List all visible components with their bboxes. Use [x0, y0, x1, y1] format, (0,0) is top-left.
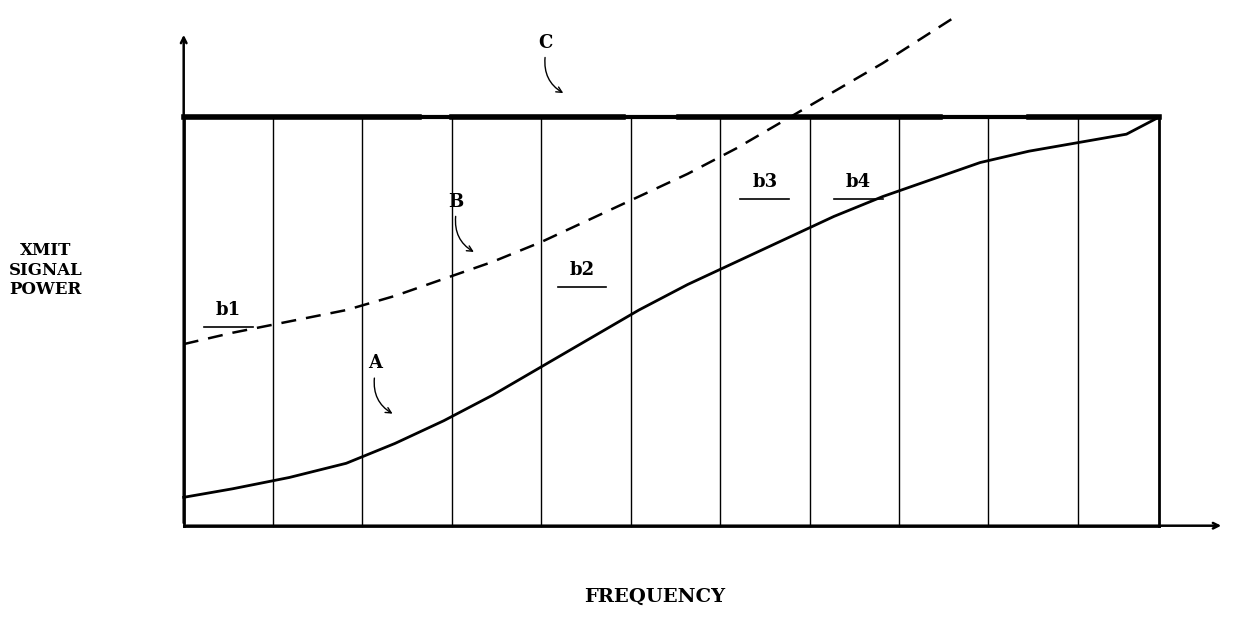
Text: XMIT
SIGNAL
POWER: XMIT SIGNAL POWER [9, 242, 83, 299]
Text: B: B [449, 193, 463, 211]
Text: b1: b1 [216, 301, 240, 319]
Text: A: A [368, 355, 382, 373]
Text: b2: b2 [570, 261, 595, 279]
Text: b3: b3 [752, 173, 777, 191]
X-axis label: FREQUENCY: FREQUENCY [585, 588, 726, 606]
Text: C: C [538, 34, 553, 52]
Text: b4: b4 [846, 173, 871, 191]
